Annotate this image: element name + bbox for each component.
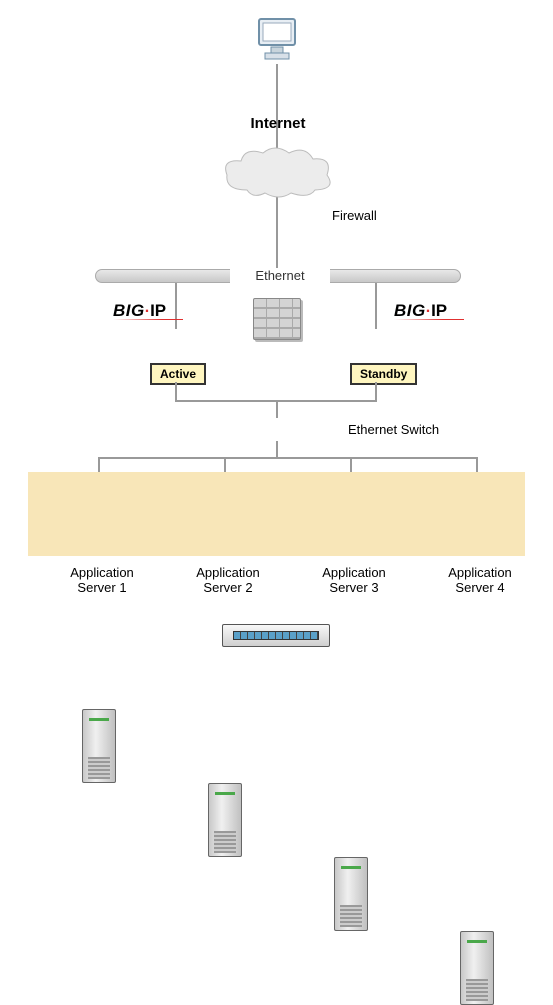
- firewall-label: Firewall: [332, 208, 392, 223]
- bigip-logo-left: BIG·IP: [113, 301, 203, 320]
- server-3-label: Application Server 3: [314, 565, 394, 595]
- server-2-icon: [208, 783, 242, 857]
- status-badge-standby: Standby: [350, 363, 417, 385]
- network-diagram: Internet Firewall Ethernet BIG·IP BIG·IP…: [0, 0, 553, 633]
- server-2-label-l1: Application: [196, 565, 260, 580]
- link-servers-horizontal: [98, 457, 478, 459]
- client-computer-icon: [255, 17, 299, 65]
- server-1-label-l2: Server 1: [77, 580, 126, 595]
- server-3-label-l1: Application: [322, 565, 386, 580]
- server-band: [28, 472, 525, 556]
- server-1-icon: [82, 709, 116, 783]
- server-4-label-l2: Server 4: [455, 580, 504, 595]
- link-router-right-down: [375, 382, 377, 402]
- link-to-switch: [276, 400, 278, 418]
- ethernet-switch-label: Ethernet Switch: [348, 422, 468, 437]
- internet-cloud-icon: [217, 145, 337, 201]
- server-2-label: Application Server 2: [188, 565, 268, 595]
- bigip-big: BIG: [394, 301, 426, 320]
- bigip-logo-right: BIG·IP: [394, 301, 484, 320]
- bigip-ip: IP: [431, 301, 447, 320]
- server-4-label: Application Server 4: [440, 565, 520, 595]
- server-3-icon: [334, 857, 368, 931]
- server-3-label-l2: Server 3: [329, 580, 378, 595]
- ethernet-label: Ethernet: [230, 268, 330, 283]
- link-switch-down: [276, 441, 278, 457]
- server-1-label-l1: Application: [70, 565, 134, 580]
- link-ethernet-router-right: [375, 283, 377, 329]
- server-4-label-l1: Application: [448, 565, 512, 580]
- server-1-label: Application Server 1: [62, 565, 142, 595]
- bigip-big: BIG: [113, 301, 145, 320]
- server-2-label-l2: Server 2: [203, 580, 252, 595]
- bigip-ip: IP: [150, 301, 166, 320]
- internet-label: Internet: [238, 115, 318, 132]
- link-router-left-down: [175, 382, 177, 402]
- firewall-icon: [253, 298, 301, 340]
- server-4-icon: [460, 931, 494, 1005]
- status-badge-active: Active: [150, 363, 206, 385]
- ethernet-switch-icon: [222, 624, 330, 647]
